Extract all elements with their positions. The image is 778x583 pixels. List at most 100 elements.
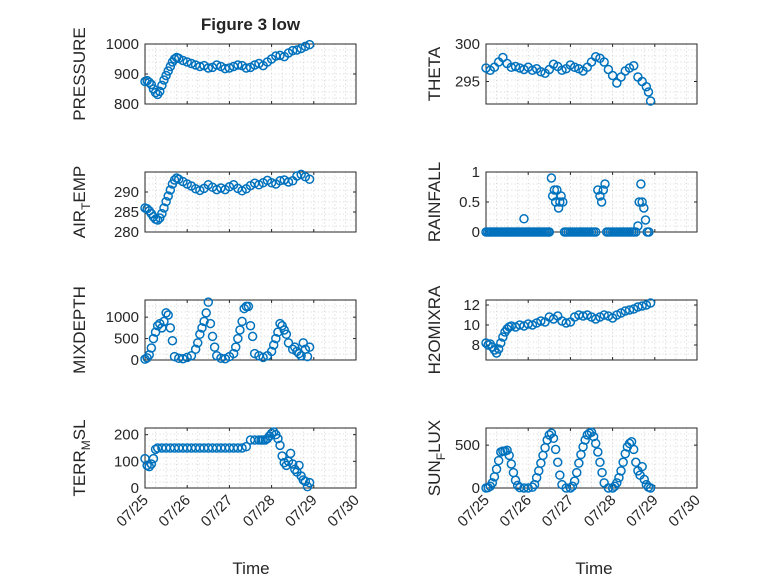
data-point xyxy=(600,179,610,189)
data-point xyxy=(552,457,563,468)
data-point xyxy=(603,483,614,493)
data-point xyxy=(161,308,171,318)
data-point xyxy=(182,57,192,67)
data-point xyxy=(163,66,173,76)
data-point xyxy=(546,428,557,438)
data-point xyxy=(595,457,605,468)
data-point xyxy=(598,185,609,195)
data-point xyxy=(641,82,652,92)
subplot-mixdepth: 0 500 1000 MIXDEPTH xyxy=(70,286,357,374)
y-tick-label: 200 xyxy=(114,427,139,444)
data-point xyxy=(159,75,169,85)
data-point xyxy=(157,80,167,91)
data-point xyxy=(169,351,180,362)
y-tick-label: 290 xyxy=(114,184,139,201)
y-axis-label: TERRMSL xyxy=(70,419,93,496)
y-axis-label: THETA xyxy=(425,46,444,101)
data-point xyxy=(633,221,643,231)
y-tick-label: 900 xyxy=(114,66,139,83)
data-point xyxy=(142,460,152,471)
data-point xyxy=(302,351,313,362)
data-point xyxy=(199,316,209,327)
data-point xyxy=(612,478,622,488)
x-axis-label-left: Time xyxy=(232,559,269,578)
y-tick-label: 12 xyxy=(463,297,480,314)
axes-frame xyxy=(144,171,357,233)
data-point xyxy=(275,440,285,451)
data-point xyxy=(633,302,643,312)
data-point xyxy=(273,433,283,444)
data-point xyxy=(304,39,315,50)
data-point xyxy=(268,427,279,437)
data-point xyxy=(163,191,173,201)
data-point xyxy=(645,96,656,106)
data-point xyxy=(186,58,197,69)
data-point xyxy=(304,342,315,352)
data-point xyxy=(597,467,607,478)
data-point xyxy=(556,191,566,201)
chart-title: Figure 3 low xyxy=(201,15,301,34)
y-tick-label: 1000 xyxy=(106,309,139,326)
axes-frame xyxy=(485,43,698,105)
data-point xyxy=(161,196,171,207)
data-point xyxy=(294,460,304,471)
x-axis-label-right: Time xyxy=(575,559,612,578)
data-point xyxy=(590,438,601,449)
data-point xyxy=(645,483,656,493)
data-point xyxy=(150,444,161,455)
data-point xyxy=(536,67,546,77)
data-point xyxy=(296,350,306,361)
data-point xyxy=(224,63,235,73)
data-point xyxy=(599,310,609,320)
data-point xyxy=(639,474,649,485)
y-tick-label: 0.5 xyxy=(459,194,480,211)
data-point xyxy=(165,185,176,195)
data-point xyxy=(542,435,552,445)
data-point xyxy=(161,70,171,81)
data-point xyxy=(637,301,647,311)
data-point xyxy=(241,63,252,73)
data-point xyxy=(304,477,315,488)
data-point xyxy=(155,86,165,97)
data-point xyxy=(159,203,169,213)
y-tick-label: 500 xyxy=(455,437,480,454)
data-point xyxy=(233,60,243,70)
data-point xyxy=(292,45,302,55)
data-point xyxy=(493,344,504,354)
data-point xyxy=(548,433,559,444)
data-point xyxy=(574,458,584,468)
data-point xyxy=(493,455,504,466)
data-point xyxy=(300,41,311,52)
y-axis-label: H2OMIXRA xyxy=(425,285,444,374)
data-point xyxy=(620,306,631,316)
data-point xyxy=(487,478,498,488)
data-point xyxy=(599,57,609,67)
data-point xyxy=(561,318,571,328)
data-point xyxy=(637,461,647,472)
data-point xyxy=(277,451,287,461)
data-point xyxy=(182,352,192,363)
data-point xyxy=(233,333,243,344)
data-point xyxy=(634,197,644,207)
data-point xyxy=(148,453,159,464)
data-point xyxy=(178,55,188,66)
data-point xyxy=(228,348,239,359)
data-point xyxy=(285,448,296,459)
y-axis-label: RAINFALL xyxy=(425,162,444,242)
data-point xyxy=(230,342,241,352)
data-point xyxy=(565,483,576,493)
data-point xyxy=(643,87,654,97)
data-point xyxy=(266,428,277,439)
data-point xyxy=(639,203,649,213)
data-point xyxy=(197,323,207,333)
data-point xyxy=(596,197,607,207)
y-tick-label: 10 xyxy=(463,317,480,334)
data-point xyxy=(637,197,647,207)
axes-frame xyxy=(144,427,357,489)
data-point xyxy=(571,467,582,478)
data-point xyxy=(150,327,161,337)
data-point xyxy=(636,179,646,189)
y-tick-label: 1 xyxy=(472,164,480,181)
data-point xyxy=(536,316,546,326)
